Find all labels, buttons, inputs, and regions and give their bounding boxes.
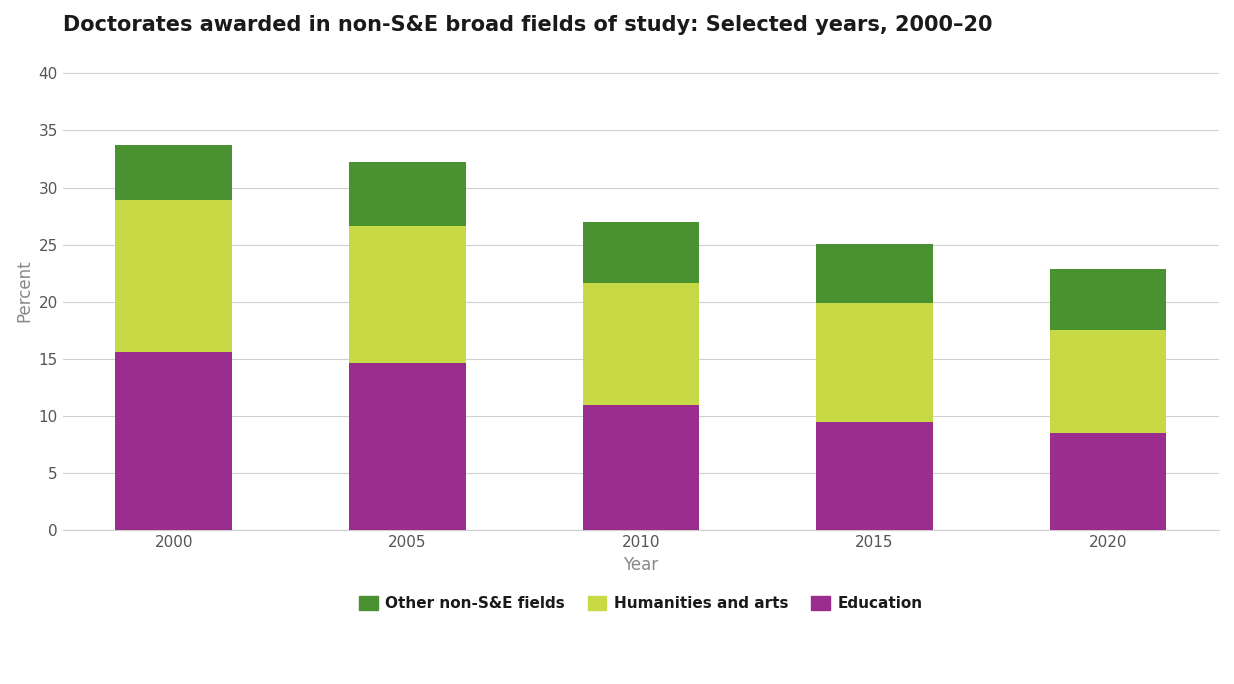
Y-axis label: Percent: Percent [15, 259, 33, 321]
Bar [349, 162, 465, 226]
Bar [1050, 330, 1166, 433]
Bar [115, 352, 232, 530]
Bar [349, 226, 465, 363]
Bar [816, 244, 933, 303]
Bar [349, 363, 465, 530]
Bar [115, 145, 232, 200]
Bar [816, 422, 933, 530]
Bar [1050, 269, 1166, 330]
Bar [1050, 433, 1166, 530]
Bar [582, 283, 700, 405]
Bar [582, 222, 700, 283]
Bar [816, 303, 933, 422]
Legend: Other non-S&E fields, Humanities and arts, Education: Other non-S&E fields, Humanities and art… [352, 588, 930, 618]
Bar [115, 200, 232, 352]
Text: Doctorates awarded in non-S&E broad fields of study: Selected years, 2000–20: Doctorates awarded in non-S&E broad fiel… [63, 15, 992, 35]
X-axis label: Year: Year [623, 555, 659, 574]
Bar [582, 405, 700, 530]
